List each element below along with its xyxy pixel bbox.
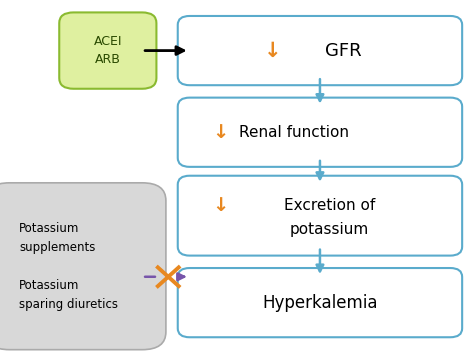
Text: ↓: ↓ <box>212 123 228 142</box>
Text: Hyperkalemia: Hyperkalemia <box>262 294 378 312</box>
Text: ACEI
ARB: ACEI ARB <box>93 35 122 66</box>
FancyBboxPatch shape <box>178 98 462 167</box>
Text: Excretion of: Excretion of <box>284 198 375 213</box>
Text: Potassium
supplements

Potassium
sparing diuretics: Potassium supplements Potassium sparing … <box>19 222 118 311</box>
FancyBboxPatch shape <box>59 12 156 89</box>
Text: GFR: GFR <box>325 42 362 60</box>
Text: ↓: ↓ <box>264 40 281 61</box>
Text: potassium: potassium <box>290 222 369 237</box>
Text: ↓: ↓ <box>212 196 228 215</box>
FancyBboxPatch shape <box>0 183 166 350</box>
FancyBboxPatch shape <box>178 268 462 337</box>
FancyBboxPatch shape <box>178 16 462 85</box>
FancyBboxPatch shape <box>178 176 462 256</box>
Text: Renal function: Renal function <box>239 125 349 140</box>
